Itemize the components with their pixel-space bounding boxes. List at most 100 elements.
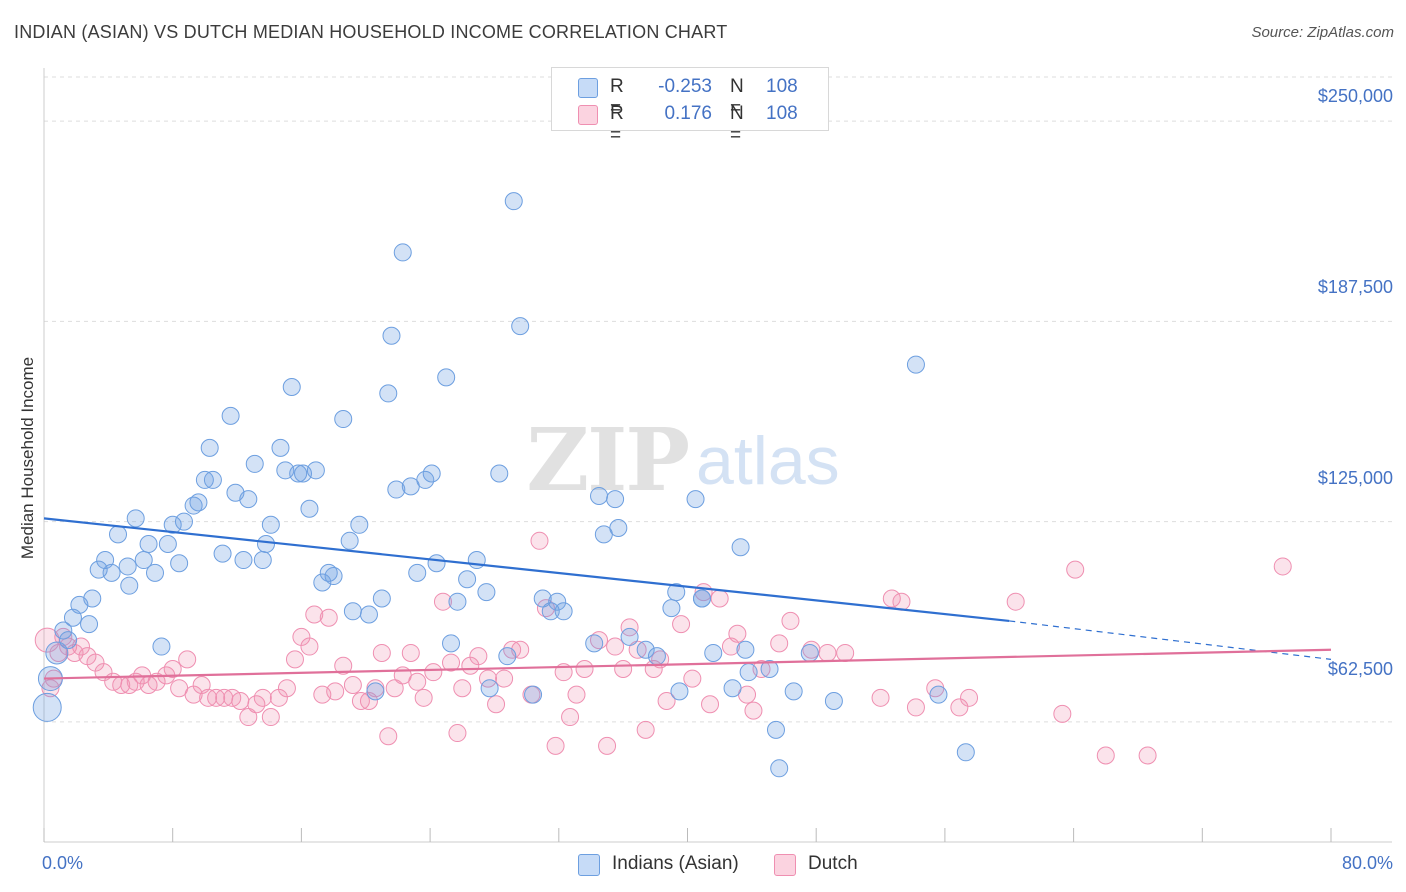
indians-asian-point bbox=[184, 496, 203, 515]
bottom-legend-label-dutch: Dutch bbox=[808, 853, 858, 874]
indians-asian-point bbox=[306, 461, 325, 480]
indians-asian-point bbox=[174, 512, 193, 531]
indians-asian-point bbox=[372, 589, 391, 608]
dutch-point bbox=[770, 634, 789, 653]
indians-asian-point bbox=[239, 490, 258, 509]
dutch-trend-line bbox=[43, 648, 1332, 680]
grid-lines bbox=[44, 76, 1394, 723]
indians-asian-point bbox=[200, 438, 219, 457]
dutch-point bbox=[728, 624, 747, 643]
indians-asian-point bbox=[609, 518, 628, 537]
dutch-point bbox=[231, 692, 250, 711]
indians-asian-point bbox=[541, 602, 560, 621]
indians-asian-point bbox=[234, 551, 253, 570]
dutch-point bbox=[300, 637, 319, 656]
dutch-point bbox=[710, 589, 729, 608]
indians-asian-point bbox=[448, 592, 467, 611]
dutch-point bbox=[683, 669, 702, 688]
legend-n-label: N = bbox=[730, 76, 744, 119]
indians-asian-point bbox=[32, 692, 62, 722]
indians-asian-point bbox=[282, 378, 301, 397]
indians-asian-point bbox=[366, 682, 385, 701]
dutch-point bbox=[178, 650, 197, 669]
indians-asian-point bbox=[800, 643, 819, 662]
indians-asian-point bbox=[739, 663, 758, 682]
indians-asian-point bbox=[606, 490, 625, 509]
dutch-point bbox=[469, 647, 488, 666]
dutch-point bbox=[1273, 557, 1292, 576]
indians-asian-point bbox=[929, 685, 948, 704]
indians-asian-point bbox=[289, 464, 308, 483]
y-tick-label: $62,500 bbox=[1327, 659, 1393, 679]
indians-asian-point bbox=[548, 592, 567, 611]
indians-asian-point bbox=[498, 647, 517, 666]
legend-n-value: 108 bbox=[766, 103, 798, 124]
legend-r-value: 0.176 bbox=[664, 103, 712, 124]
dutch-point bbox=[561, 708, 580, 727]
dutch-point bbox=[495, 669, 514, 688]
indians-asian-point bbox=[158, 535, 177, 554]
dutch-point bbox=[424, 663, 443, 682]
dutch-point bbox=[319, 608, 338, 627]
indians-asian-point bbox=[261, 515, 280, 534]
indians-asian-point bbox=[731, 538, 750, 557]
dutch-point bbox=[385, 679, 404, 698]
indians-asian-point bbox=[139, 535, 158, 554]
dutch-point bbox=[163, 659, 182, 678]
dutch-point bbox=[906, 698, 925, 717]
dutch-point bbox=[960, 688, 979, 707]
indians-asian-point bbox=[427, 554, 446, 573]
indians-asian-point bbox=[59, 631, 78, 650]
indians-asian-point bbox=[203, 470, 222, 489]
dutch-point bbox=[408, 672, 427, 691]
indians-asian-point bbox=[109, 525, 128, 544]
bottom-legend-swatch-indians bbox=[578, 854, 600, 876]
indians-asian-point bbox=[189, 493, 208, 512]
dutch-point bbox=[892, 592, 911, 611]
dutch-point bbox=[1066, 560, 1085, 579]
indians-asian-point bbox=[45, 641, 69, 665]
dutch-point bbox=[334, 656, 353, 675]
dutch-point bbox=[950, 698, 969, 717]
legend-r-label: R = bbox=[610, 103, 624, 146]
dutch-point bbox=[487, 695, 506, 714]
dutch-point bbox=[433, 592, 452, 611]
dutch-point bbox=[606, 637, 625, 656]
indians-asian-point bbox=[300, 499, 319, 518]
indians-asian-point bbox=[590, 486, 609, 505]
indians-asian-point bbox=[554, 602, 573, 621]
indians-asian-point bbox=[319, 563, 338, 582]
indians-asian-point bbox=[80, 615, 99, 634]
x-tick-label-min: 0.0% bbox=[42, 853, 84, 873]
indians-asian-point bbox=[379, 384, 398, 403]
indians-asian-point bbox=[504, 192, 523, 211]
indians-asian-point bbox=[102, 563, 121, 582]
dutch-point bbox=[818, 643, 837, 662]
dutch-point bbox=[614, 659, 633, 678]
indians-asian-point bbox=[437, 368, 456, 387]
dutch-point bbox=[261, 708, 280, 727]
axes bbox=[43, 68, 1392, 843]
dutch-point bbox=[657, 692, 676, 711]
y-axis-label: Median Household Income bbox=[18, 356, 37, 560]
dutch-point bbox=[414, 688, 433, 707]
indians-asian-point bbox=[692, 589, 711, 608]
legend-n-label: N = bbox=[730, 103, 744, 146]
dutch-point bbox=[239, 708, 258, 727]
dutch-point bbox=[453, 679, 472, 698]
legend-r-value: -0.253 bbox=[658, 76, 712, 97]
dutch-point bbox=[1096, 746, 1115, 765]
dutch-point bbox=[882, 589, 901, 608]
indians-asian-point bbox=[146, 563, 165, 582]
dutch-point bbox=[1138, 746, 1157, 765]
legend-swatch-dutch bbox=[578, 105, 598, 125]
chart-title: INDIAN (ASIAN) VS DUTCH MEDIAN HOUSEHOLD… bbox=[14, 22, 728, 42]
indians-asian-point bbox=[350, 515, 369, 534]
indians-asian-point bbox=[221, 406, 240, 425]
indians-asian-point bbox=[422, 464, 441, 483]
dutch-point bbox=[285, 650, 304, 669]
indians-asian-point bbox=[458, 570, 477, 589]
indians-asian-point bbox=[636, 640, 655, 659]
dutch-point bbox=[41, 679, 60, 698]
indians-asian-point bbox=[704, 643, 723, 662]
